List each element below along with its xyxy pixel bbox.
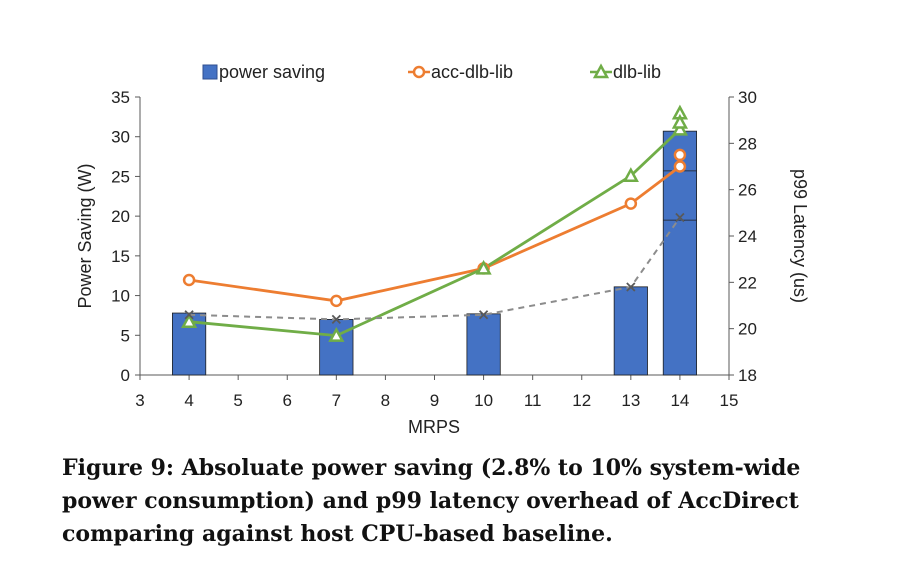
- legend-label-acc-dlb-lib: acc-dlb-lib: [431, 62, 513, 82]
- x-axis-title: MRPS: [408, 417, 460, 437]
- marker-dlb-lib: [328, 327, 345, 342]
- legend-swatch-power-saving: [202, 64, 218, 80]
- marker-dlb-lib: [475, 259, 492, 275]
- marker-baseline: [331, 314, 341, 325]
- y-axis-title: Power Saving (W): [75, 163, 95, 308]
- y2-tick-label: 18: [738, 366, 757, 385]
- y-tick-label: 15: [111, 247, 130, 266]
- marker-dlb-lib: [671, 120, 689, 136]
- legend-label-power-saving: power saving: [219, 62, 325, 82]
- marker-acc-dlb-lib: [182, 273, 196, 287]
- x-tick-label: 4: [184, 391, 193, 410]
- marker-baseline: [626, 282, 636, 292]
- bar-power-saving: [319, 318, 354, 376]
- marker-baseline: [675, 212, 685, 223]
- marker-acc-dlb-lib: [624, 197, 638, 210]
- y2-tick-label: 30: [738, 88, 757, 107]
- x-tick-label: 12: [572, 391, 591, 410]
- combo-chart: power saving acc-dlb-lib dlb-lib 0 5 10 15 2…: [75, 62, 810, 437]
- x-tick-label: 13: [621, 391, 640, 410]
- x-tick-label: 3: [135, 391, 144, 410]
- marker-dlb-lib: [180, 313, 198, 328]
- y-tick-label: 25: [111, 167, 130, 186]
- marker-baseline: [184, 310, 194, 320]
- legend-marker-dlb-lib: [592, 63, 610, 79]
- marker-baseline: [478, 310, 489, 320]
- line-acc-dlb-lib: [188, 165, 681, 303]
- line-dlb-lib: [188, 128, 681, 338]
- marker-acc-dlb-lib: [673, 148, 687, 162]
- marker-dlb-lib: [622, 167, 639, 183]
- legend-marker-acc-dlb-lib: [412, 65, 426, 79]
- figure-caption: Figure 9: Absoluate power saving (2.8% t…: [62, 455, 801, 547]
- x-tick-label: 7: [332, 391, 341, 410]
- bar-power-saving: [613, 286, 648, 376]
- x-tick-label: 14: [670, 391, 689, 410]
- series-markers: [180, 104, 689, 342]
- y2-tick-label: 28: [738, 134, 757, 153]
- x-tick-label: 8: [381, 391, 390, 410]
- y2-tick-label: 26: [738, 181, 757, 200]
- y-tick-label: 10: [111, 287, 130, 306]
- bar-power-saving: [466, 313, 501, 376]
- y2-tick-label: 20: [738, 320, 757, 339]
- axis-titles: MRPS Power Saving (W) p99 Latency (us): [75, 163, 810, 437]
- axes: 0 5 10 15 20 25 30 35 18 20 22 24 26 28 30 3 4 5 6 7 8 9 10 11 1…: [111, 88, 757, 410]
- y2-tick-label: 24: [738, 227, 757, 246]
- marker-acc-dlb-lib: [673, 160, 687, 173]
- y-tick-label: 35: [111, 88, 130, 107]
- marker-acc-dlb-lib: [330, 294, 343, 308]
- marker-dlb-lib: [671, 113, 689, 129]
- y-tick-label: 30: [111, 128, 130, 147]
- y-tick-label: 0: [121, 366, 130, 385]
- line-baseline: [189, 216, 681, 321]
- legend: power saving acc-dlb-lib dlb-lib: [202, 62, 661, 82]
- y2-axis-title: p99 Latency (us): [790, 169, 810, 303]
- y-tick-label: 5: [121, 326, 130, 345]
- bars: [171, 130, 698, 376]
- legend-label-dlb-lib: dlb-lib: [613, 62, 661, 82]
- series-lines: [188, 128, 681, 338]
- x-tick-label: 9: [430, 391, 439, 410]
- y-tick-label: 20: [111, 207, 130, 226]
- y2-tick-label: 22: [738, 273, 757, 292]
- x-tick-label: 5: [233, 391, 242, 410]
- x-tick-label: 6: [283, 391, 292, 410]
- x-tick-label: 10: [474, 391, 493, 410]
- x-tick-label: 15: [720, 391, 739, 410]
- x-tick-label: 11: [524, 391, 542, 410]
